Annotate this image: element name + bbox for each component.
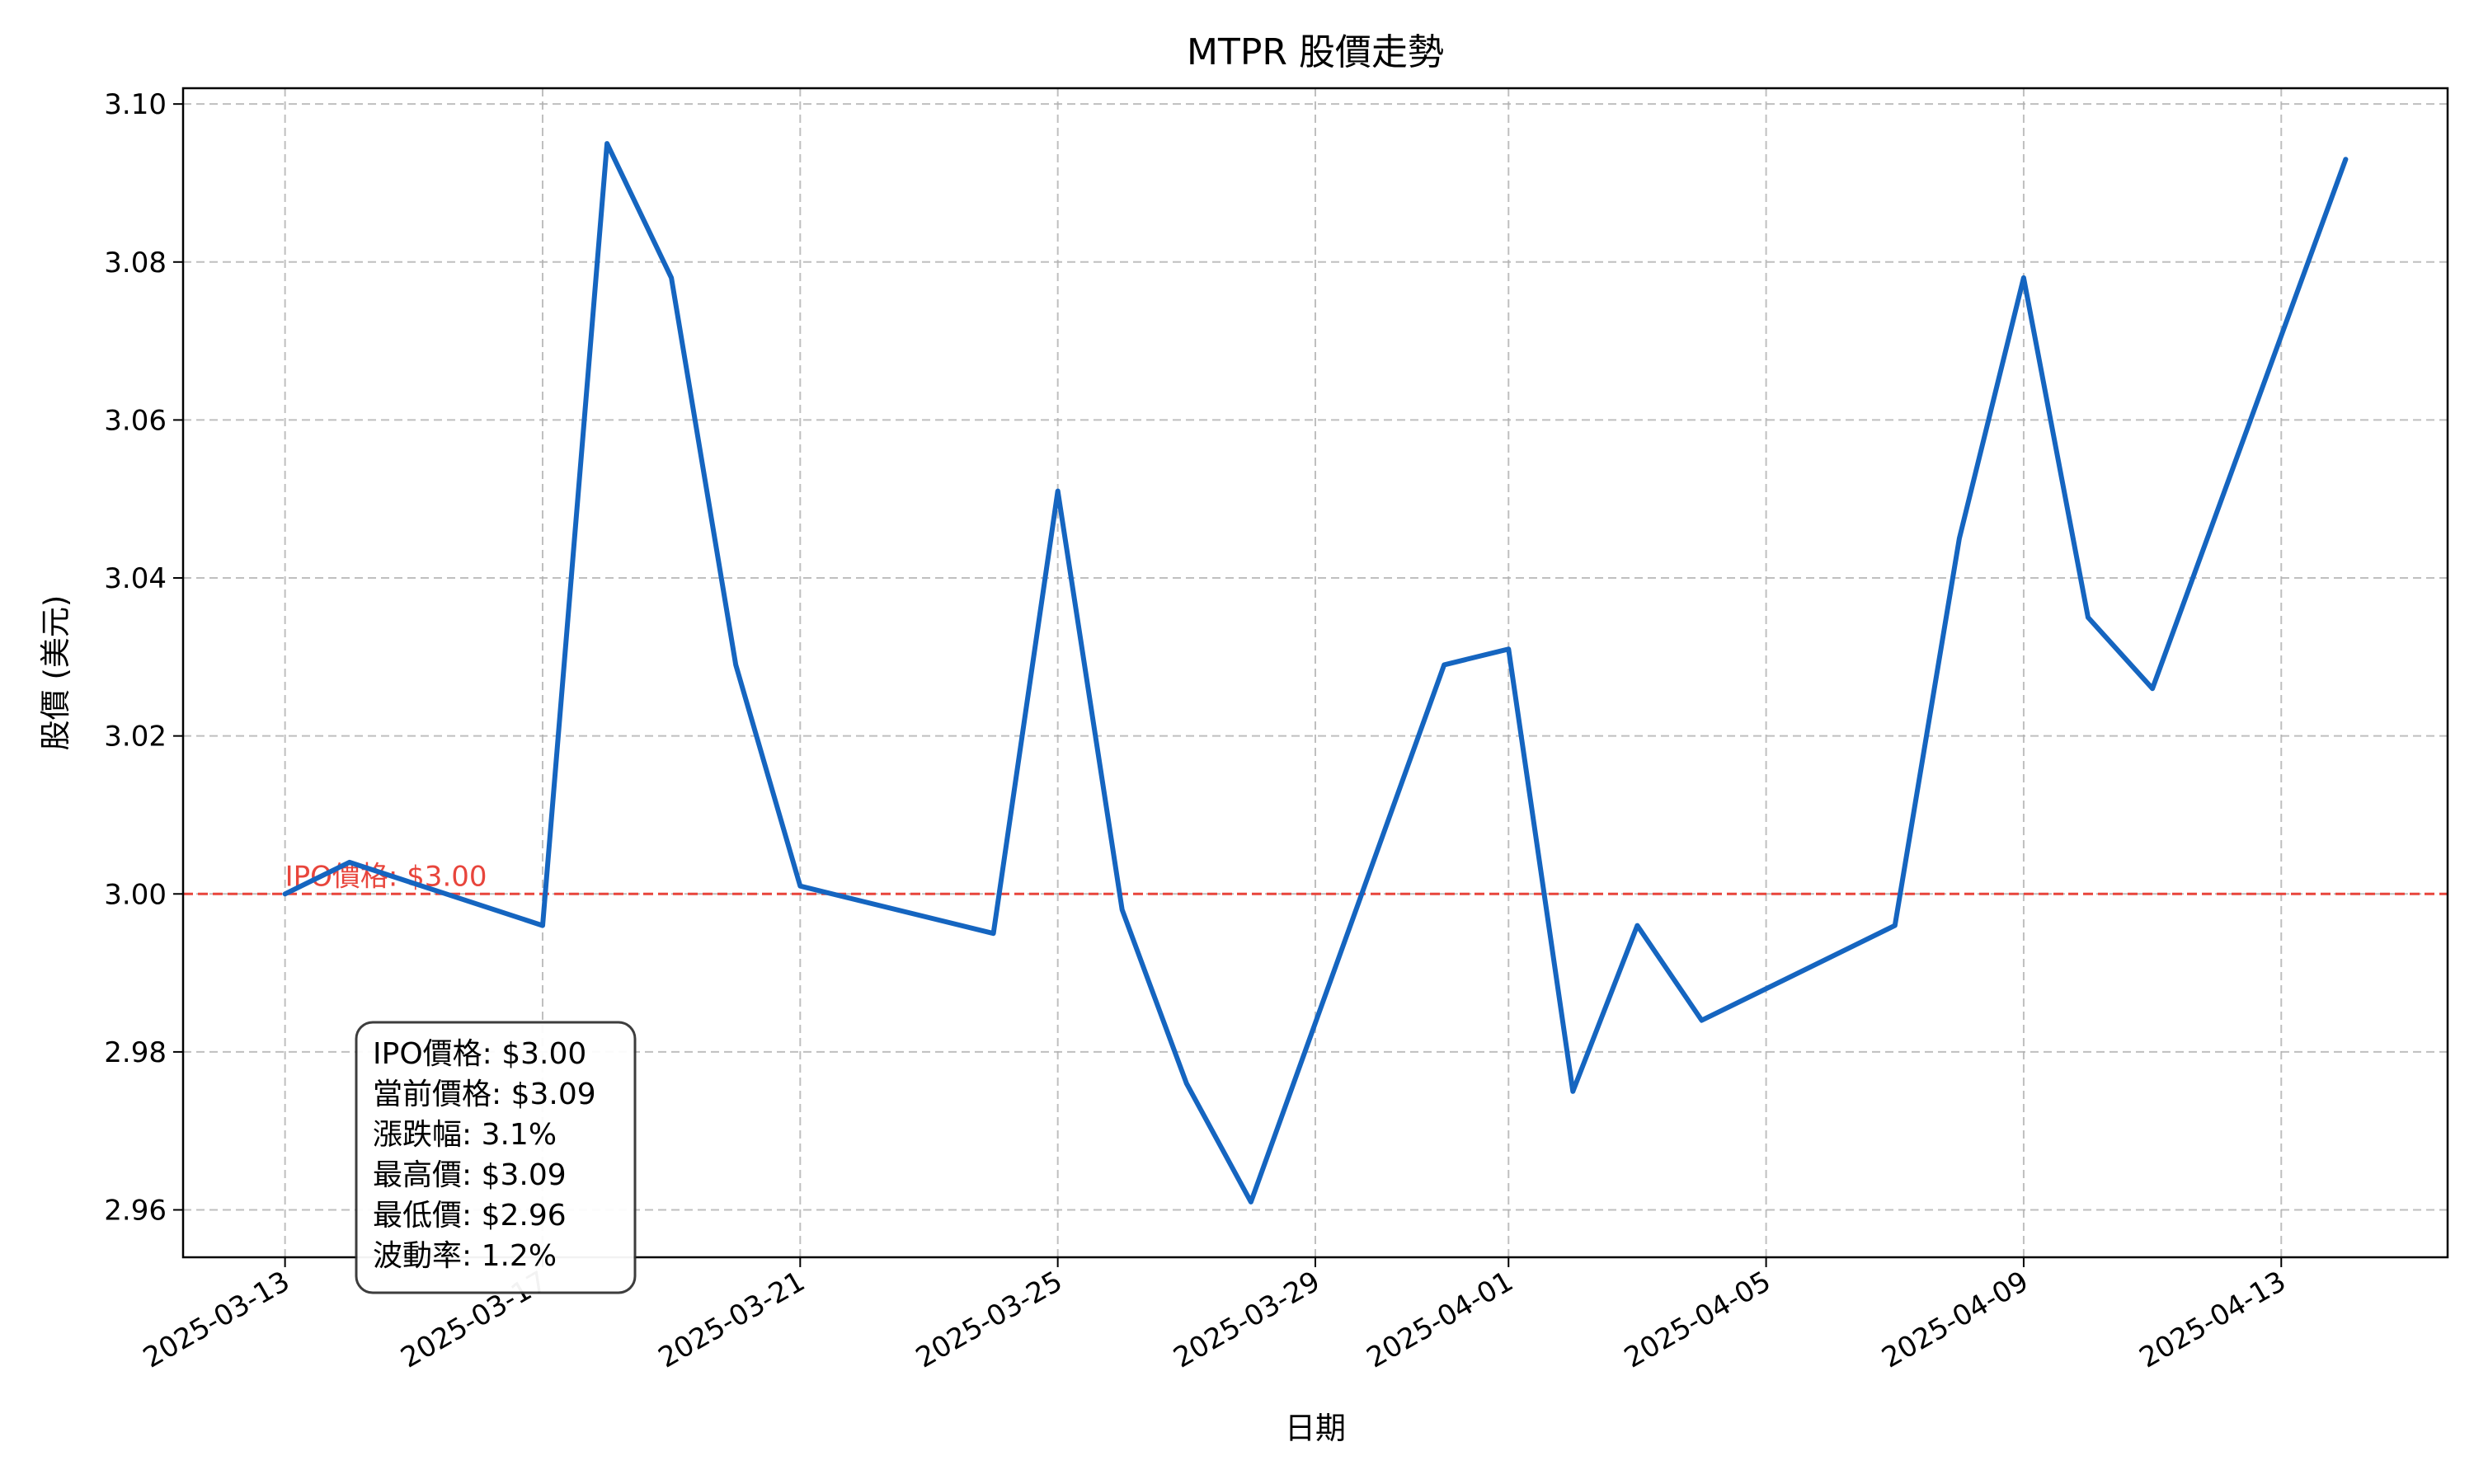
- y-tick-label: 3.04: [104, 562, 167, 595]
- y-tick-label: 2.96: [104, 1195, 167, 1228]
- y-tick-label: 3.06: [104, 404, 167, 437]
- stats-line: 最高價: $3.09: [373, 1158, 567, 1192]
- stats-line: IPO價格: $3.00: [373, 1037, 586, 1071]
- y-tick-label: 3.10: [104, 88, 167, 121]
- x-axis-label: 日期: [1285, 1411, 1346, 1446]
- y-axis-label: 股價 (美元): [38, 595, 73, 751]
- stats-line: 最低價: $2.96: [373, 1199, 567, 1233]
- stats-line: 漲跌幅: 3.1%: [373, 1118, 557, 1152]
- stats-box: IPO價格: $3.00 當前價格: $3.09 漲跌幅: 3.1% 最高價: $3.…: [355, 1021, 637, 1294]
- y-tick-label: 3.02: [104, 721, 167, 754]
- y-tick-label: 3.00: [104, 878, 167, 911]
- price-series-line: [282, 141, 2349, 1205]
- y-tick-label: 3.08: [104, 247, 167, 279]
- stats-box-frame: [355, 1021, 637, 1294]
- chart-title: MTPR 股價走勢: [1187, 31, 1444, 73]
- y-axis: 2.96 2.98 3.00 3.02 3.04 3.06 3.08 3.10: [104, 88, 183, 1228]
- stats-line: 當前價格: $3.09: [373, 1078, 596, 1111]
- stats-line: 波動率: 1.2%: [373, 1239, 557, 1273]
- series-layer: [282, 141, 2349, 1205]
- y-tick-label: 2.98: [104, 1036, 167, 1069]
